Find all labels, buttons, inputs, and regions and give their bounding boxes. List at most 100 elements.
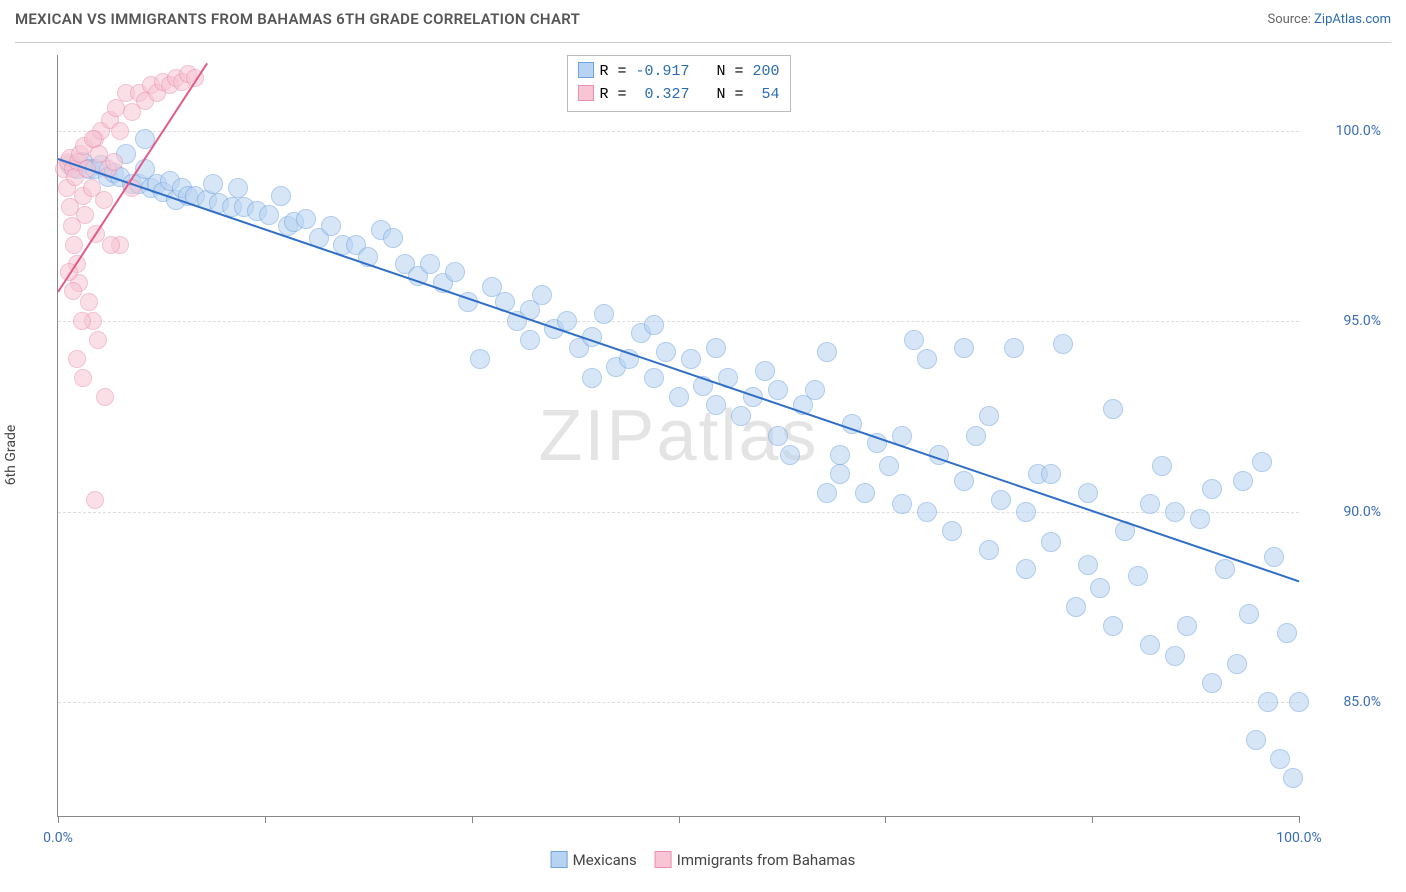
data-point [966, 426, 986, 446]
data-point [228, 178, 248, 198]
stats-r-value: -0.917 [635, 63, 689, 80]
data-point [979, 540, 999, 560]
data-point [65, 236, 83, 254]
data-point [383, 228, 403, 248]
data-point [259, 205, 279, 225]
data-point [73, 312, 91, 330]
data-point [830, 464, 850, 484]
data-point [904, 330, 924, 350]
data-point [830, 445, 850, 465]
plot-area: ZIPatlas R = -0.917 N = 200R = 0.327 N =… [57, 55, 1299, 817]
chart-container: 6th Grade ZIPatlas R = -0.917 N = 200R =… [15, 42, 1391, 867]
data-point [681, 349, 701, 369]
data-point [1215, 559, 1235, 579]
data-point [203, 174, 223, 194]
x-tick [1092, 816, 1093, 823]
data-point [532, 285, 552, 305]
data-point [1202, 479, 1222, 499]
data-point [644, 368, 664, 388]
data-point [1233, 471, 1253, 491]
data-point [706, 338, 726, 358]
data-point [68, 350, 86, 368]
data-point [102, 236, 120, 254]
data-point [445, 262, 465, 282]
data-point [96, 388, 114, 406]
data-point [1283, 768, 1303, 788]
data-point [95, 191, 113, 209]
data-point [1066, 597, 1086, 617]
y-tick-label: 90.0% [1343, 504, 1381, 520]
data-point [805, 380, 825, 400]
source-label: Source: [1267, 12, 1314, 27]
source-link[interactable]: ZipAtlas.com [1314, 12, 1391, 27]
x-tick [472, 816, 473, 823]
data-point [979, 406, 999, 426]
data-point [1202, 673, 1222, 693]
data-point [706, 395, 726, 415]
data-point [89, 331, 107, 349]
stats-n-value: 54 [753, 86, 780, 103]
data-point [1053, 334, 1073, 354]
regression-line [58, 158, 1300, 582]
data-point [86, 491, 104, 509]
data-point [1190, 509, 1210, 529]
data-point [64, 282, 82, 300]
data-point [271, 186, 291, 206]
data-point [594, 304, 614, 324]
legend-item: Immigrants from Bahamas [655, 851, 856, 869]
data-point [1140, 494, 1160, 514]
legend-label: Immigrants from Bahamas [677, 851, 856, 869]
stats-r-label: R = [599, 86, 635, 103]
data-point [1270, 749, 1290, 769]
legend-swatch [551, 851, 568, 868]
data-point [1041, 464, 1061, 484]
data-point [855, 483, 875, 503]
data-point [656, 342, 676, 362]
data-point [1103, 616, 1123, 636]
data-point [1004, 338, 1024, 358]
x-tick [1299, 816, 1300, 823]
data-point [731, 406, 751, 426]
data-point [470, 349, 490, 369]
x-tick-label: 0.0% [43, 830, 73, 846]
data-point [1289, 692, 1309, 712]
stats-r-label: R = [599, 63, 635, 80]
x-tick [265, 816, 266, 823]
data-point [768, 380, 788, 400]
gridline-h [58, 702, 1299, 703]
stats-swatch [577, 62, 593, 78]
x-tick-label: 100.0% [1276, 830, 1321, 846]
data-point [954, 338, 974, 358]
data-point [111, 122, 129, 140]
y-tick-label: 100.0% [1336, 123, 1381, 139]
data-point [1016, 559, 1036, 579]
data-point [917, 502, 937, 522]
x-tick [885, 816, 886, 823]
data-point [942, 521, 962, 541]
gridline-h [58, 131, 1299, 132]
stats-n-value: 200 [753, 63, 780, 80]
data-point [1252, 452, 1272, 472]
data-point [954, 471, 974, 491]
data-point [107, 99, 125, 117]
stats-swatch [577, 85, 593, 101]
data-point [1258, 692, 1278, 712]
data-point [755, 361, 775, 381]
data-point [669, 387, 689, 407]
data-point [1152, 456, 1172, 476]
data-point [1239, 604, 1259, 624]
gridline-h [58, 321, 1299, 322]
data-point [1078, 483, 1098, 503]
data-point [1165, 502, 1185, 522]
data-point [917, 349, 937, 369]
x-tick [58, 816, 59, 823]
data-point [296, 209, 316, 229]
data-point [1078, 555, 1098, 575]
data-point [321, 216, 341, 236]
data-point [644, 315, 664, 335]
data-point [420, 254, 440, 274]
y-tick-label: 95.0% [1343, 313, 1381, 329]
data-point [1041, 532, 1061, 552]
data-point [1227, 654, 1247, 674]
data-point [1264, 547, 1284, 567]
